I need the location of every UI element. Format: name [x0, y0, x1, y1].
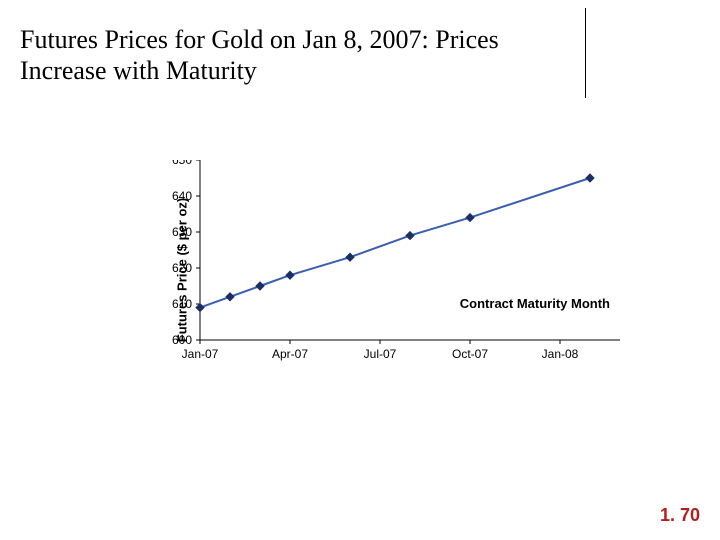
svg-text:Jul-07: Jul-07	[364, 347, 397, 361]
svg-text:Jan-08: Jan-08	[542, 347, 579, 361]
futures-chart: Futures Price ($ per oz) 600610620630640…	[150, 160, 630, 380]
title-divider	[585, 8, 586, 98]
svg-text:Apr-07: Apr-07	[272, 347, 308, 361]
slide-title: Futures Prices for Gold on Jan 8, 2007: …	[20, 24, 580, 86]
svg-text:Oct-07: Oct-07	[452, 347, 488, 361]
y-axis-label: Futures Price ($ per oz)	[175, 198, 190, 342]
chart-svg: 600610620630640650Jan-07Apr-07Jul-07Oct-…	[150, 160, 630, 380]
svg-text:650: 650	[172, 160, 192, 167]
page-number: 1. 70	[660, 505, 700, 526]
svg-text:Jan-07: Jan-07	[182, 347, 219, 361]
legend-label: Contract Maturity Month	[460, 296, 610, 311]
